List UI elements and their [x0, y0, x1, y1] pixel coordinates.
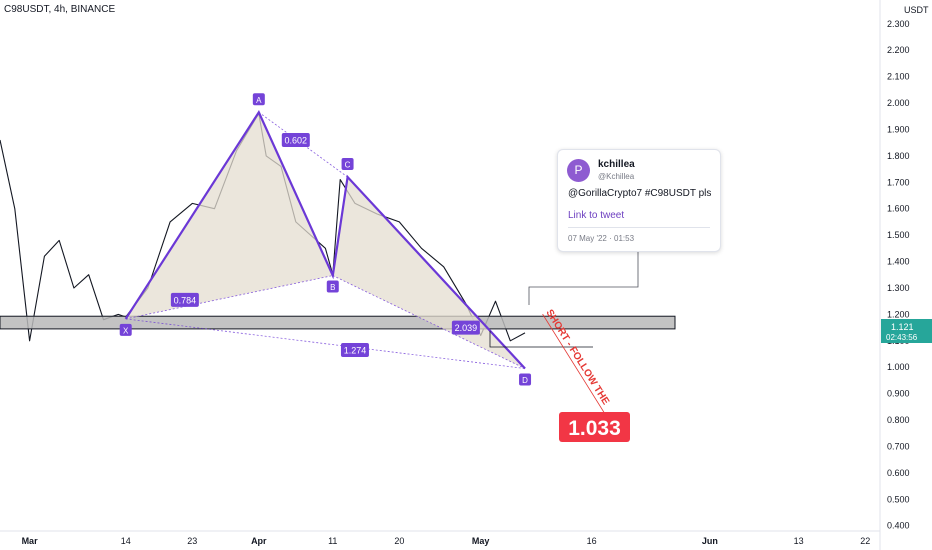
pattern-fill-bcd — [332, 177, 525, 369]
pattern-point-a: A — [252, 93, 265, 106]
x-tick-label: 16 — [587, 536, 597, 546]
currency-label: USDT — [904, 5, 929, 15]
symbol-label[interactable]: C98USDT, 4h, BINANCE — [4, 4, 116, 15]
pattern-ratio: 0.784 — [170, 292, 199, 307]
pattern-point-badge — [119, 323, 132, 336]
y-tick-label: 1.200 — [887, 309, 910, 319]
y-tick-label: 1.900 — [887, 124, 910, 134]
tweet-author-name: kchillea — [598, 159, 635, 170]
pattern-point-label: C — [345, 161, 351, 170]
x-tick-label: 23 — [187, 536, 197, 546]
harmonic-pattern[interactable]: X A B C D 0.602 0.784 2.039 1.274 — [119, 93, 532, 386]
tweet-date: 07 May '22 · 01:53 — [568, 234, 635, 243]
x-tick-label: 22 — [860, 536, 870, 546]
y-tick-label: 0.400 — [887, 521, 910, 531]
pattern-point-label: A — [256, 96, 262, 105]
support-resistance-zone[interactable] — [0, 315, 676, 330]
price-axis-bg[interactable] — [880, 0, 932, 550]
pattern-ratio-badge — [170, 292, 199, 307]
y-tick-label: 1.300 — [887, 283, 910, 293]
pattern-ratio: 2.039 — [451, 320, 480, 335]
pattern-point-d: D — [519, 373, 532, 386]
time-axis[interactable]: Mar 14 23 Apr 11 20 May 16 Jun 13 22 — [22, 536, 871, 546]
y-tick-label: 1.600 — [887, 204, 910, 214]
x-tick-label: 11 — [328, 536, 337, 546]
y-tick-label: 1.500 — [887, 230, 910, 240]
target-badge-bg — [559, 412, 630, 442]
pattern-ratio: 1.274 — [340, 343, 369, 358]
y-tick-label: 1.800 — [887, 151, 910, 161]
x-tick-label: May — [472, 536, 490, 546]
target-price-badge: 1.033 — [559, 412, 630, 442]
measure-box — [489, 331, 593, 348]
current-price: 1.121 — [891, 322, 914, 332]
zone-rect — [0, 315, 676, 330]
x-tick-label: Mar — [22, 536, 39, 546]
tweet-text: @GorillaCrypto7 #C98USDT pls — [568, 188, 712, 199]
pattern-point-badge — [519, 373, 532, 386]
avatar: P — [567, 159, 590, 182]
pattern-point-badge — [326, 280, 339, 293]
pattern-point-c: C — [341, 158, 354, 170]
x-tick-label: 14 — [121, 536, 131, 546]
x-tick-label: Jun — [702, 536, 718, 546]
pattern-ratio-label: 2.039 — [455, 323, 478, 333]
x-tick-label: 20 — [394, 536, 404, 546]
pattern-ratio-line — [125, 318, 526, 369]
y-tick-label: 0.800 — [887, 415, 910, 425]
y-tick-label: 2.000 — [887, 98, 910, 108]
tweet-author-handle: @Kchillea — [598, 172, 635, 181]
y-tick-label: 0.600 — [887, 468, 910, 478]
pattern-ratio-line — [332, 275, 526, 369]
current-price-badge: 1.121 02:43:56 — [881, 319, 932, 343]
pattern-point-x: X — [119, 323, 132, 336]
short-arrow-line — [542, 313, 607, 417]
pattern-ratio-label: 0.784 — [174, 295, 197, 305]
pattern-point-b: B — [326, 280, 339, 293]
pattern-point-badge — [341, 158, 354, 170]
pattern-ratio-badge — [340, 343, 369, 358]
y-tick-label: 0.900 — [887, 389, 910, 399]
pattern-ratio-line — [125, 275, 333, 320]
target-price-label: 1.033 — [568, 417, 621, 440]
pattern-point-label: B — [330, 283, 335, 292]
y-tick-label: 1.000 — [887, 362, 910, 372]
pattern-point-badge — [252, 93, 265, 106]
callout-line — [528, 250, 639, 305]
pattern-point-label: X — [123, 326, 129, 335]
pattern-ratio-badge — [281, 133, 310, 148]
y-tick-label: 2.300 — [887, 19, 910, 29]
x-tick-label: Apr — [251, 536, 267, 546]
pattern-ratio-badge — [451, 320, 480, 335]
y-tick-label: 1.400 — [887, 257, 910, 267]
pattern-ratio: 0.602 — [281, 133, 310, 148]
y-tick-label: 2.200 — [887, 45, 910, 55]
pattern-ratio-label: 0.602 — [285, 136, 308, 146]
divider — [568, 227, 710, 228]
y-tick-label: 2.100 — [887, 72, 910, 82]
candle-countdown: 02:43:56 — [886, 333, 918, 342]
pattern-legs — [124, 110, 526, 370]
pattern-point-label: D — [522, 376, 528, 385]
y-tick-label: 1.700 — [887, 177, 910, 187]
tweet-card[interactable]: P kchillea @Kchillea @GorillaCrypto7 #C9… — [557, 149, 721, 252]
link-to-tweet[interactable]: Link to tweet — [568, 210, 625, 221]
y-tick-label: 0.700 — [887, 441, 910, 451]
y-tick-label: 0.500 — [887, 494, 910, 504]
pattern-ratio-label: 1.274 — [344, 346, 367, 356]
x-tick-label: 13 — [794, 536, 804, 546]
